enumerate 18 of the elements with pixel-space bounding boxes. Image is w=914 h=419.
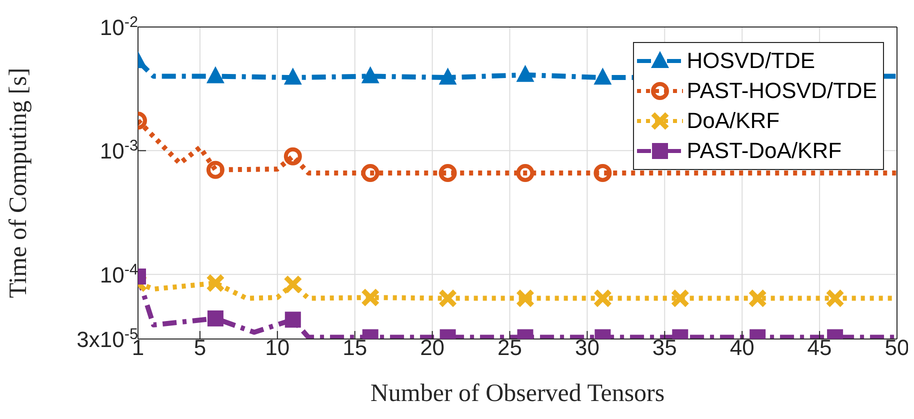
x-tick-label: 25 (498, 335, 522, 360)
x-tick-label: 40 (730, 335, 754, 360)
x-tick-label: 20 (420, 335, 445, 360)
x-tick-label: 10 (265, 335, 290, 360)
legend-label: PAST-DoA/KRF (686, 137, 842, 165)
x-axis-title: Number of Observed Tensors (370, 380, 665, 407)
y-tick-label: 10$^{-4}$ (100, 260, 138, 288)
legend-label: HOSVD/TDE (686, 47, 816, 75)
x-tick-label: 35 (652, 335, 677, 360)
legend-label: DoA/KRF (686, 107, 780, 135)
y-tick-label: 10$^{-3}$ (100, 137, 138, 164)
y-tick-label: 10$^{-2}$ (100, 14, 138, 40)
x-tick-label: 30 (574, 335, 600, 360)
x-tick-label: 5 (194, 335, 206, 360)
x-tick-label: 45 (807, 335, 832, 360)
x-tick-label: 15 (342, 335, 368, 360)
y-axis-title: Time of Computing [s] (5, 68, 32, 298)
legend-label: PAST-HOSVD/TDE (686, 77, 877, 105)
